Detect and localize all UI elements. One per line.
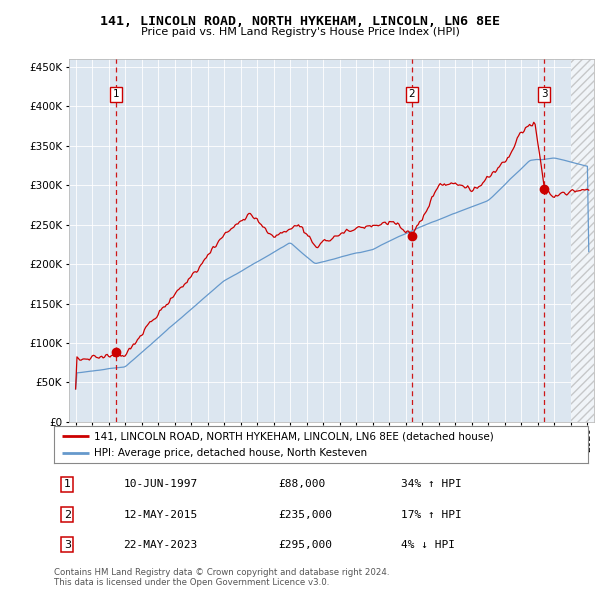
Text: 1: 1 <box>64 480 71 489</box>
Text: £295,000: £295,000 <box>278 540 332 550</box>
Text: 34% ↑ HPI: 34% ↑ HPI <box>401 480 462 489</box>
Text: Price paid vs. HM Land Registry's House Price Index (HPI): Price paid vs. HM Land Registry's House … <box>140 27 460 37</box>
Text: 2: 2 <box>409 90 415 100</box>
Text: 4% ↓ HPI: 4% ↓ HPI <box>401 540 455 550</box>
Bar <box>571 59 594 422</box>
Text: 141, LINCOLN ROAD, NORTH HYKEHAM, LINCOLN, LN6 8EE (detached house): 141, LINCOLN ROAD, NORTH HYKEHAM, LINCOL… <box>94 431 494 441</box>
Text: 141, LINCOLN ROAD, NORTH HYKEHAM, LINCOLN, LN6 8EE: 141, LINCOLN ROAD, NORTH HYKEHAM, LINCOL… <box>100 15 500 28</box>
Text: 3: 3 <box>64 540 71 550</box>
Text: £88,000: £88,000 <box>278 480 326 489</box>
Text: 17% ↑ HPI: 17% ↑ HPI <box>401 510 462 520</box>
Text: 22-MAY-2023: 22-MAY-2023 <box>124 540 197 550</box>
Text: HPI: Average price, detached house, North Kesteven: HPI: Average price, detached house, Nort… <box>94 448 367 458</box>
Text: 2: 2 <box>64 510 71 520</box>
Text: 10-JUN-1997: 10-JUN-1997 <box>124 480 197 489</box>
Text: 3: 3 <box>541 90 548 100</box>
Text: 12-MAY-2015: 12-MAY-2015 <box>124 510 197 520</box>
Bar <box>571 59 594 422</box>
Text: 1: 1 <box>113 90 119 100</box>
Text: Contains HM Land Registry data © Crown copyright and database right 2024.
This d: Contains HM Land Registry data © Crown c… <box>54 568 389 587</box>
Text: £235,000: £235,000 <box>278 510 332 520</box>
